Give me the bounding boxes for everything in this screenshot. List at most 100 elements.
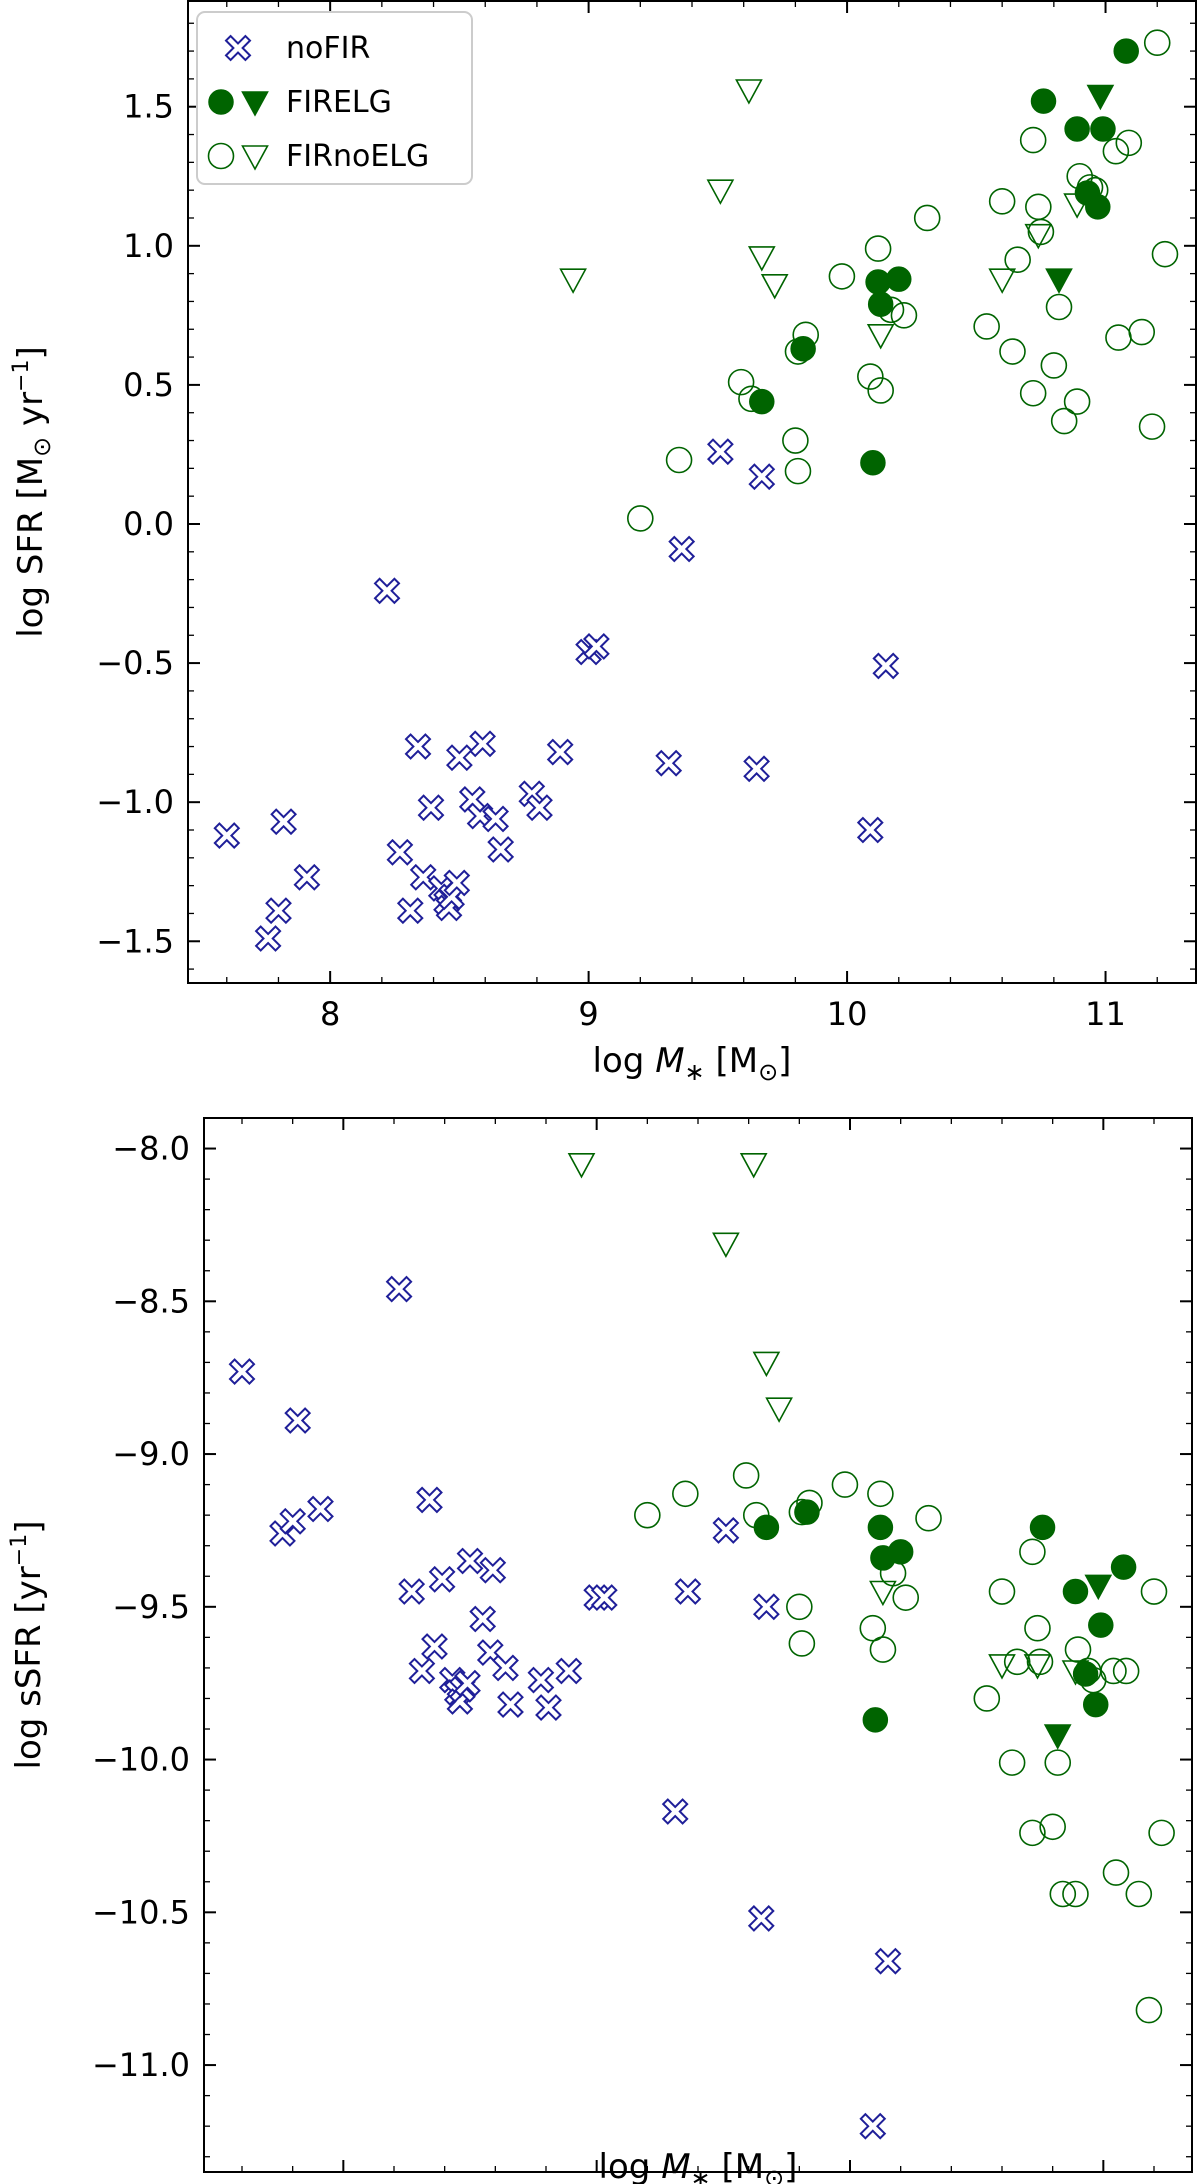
point-nofir-cross-open [469,1605,497,1633]
x-axis-label: log M∗ [M⊙] [599,2147,798,2184]
point-firnoelg-triangle-down-open [1023,1654,1052,1680]
point-firnoelg-circle-open [672,1480,699,1508]
point-firnoelg-triangle-down-open [1024,223,1053,250]
y-tick-label: −9.0 [112,1435,190,1473]
x-axis-label: log M∗ [M⊙] [593,1041,792,1086]
point-firnoelg-circle-open [792,321,820,349]
point-firnoelg-circle-open [1151,240,1179,268]
point-nofir-cross-open [279,1507,307,1535]
point-firnoelg-circle-open [857,363,884,390]
y-tick-label: −1.5 [96,922,174,960]
point-nofir-cross-open [228,1358,256,1386]
point-firnoelg-triangle-down-open [735,79,763,105]
point-firnoelg-circle-open [1039,1813,1066,1841]
point-firnoelg-triangle-down-open [747,246,776,272]
point-nofir-cross-open [487,836,515,863]
point-firnoelg-circle-open [867,377,894,404]
point-firnoelg-circle-open [828,263,856,290]
y-tick-label: 0.0 [123,505,174,543]
point-firnoelg-circle-open [665,446,693,474]
point-firnoelg-circle-open [859,1614,887,1642]
legend: noFIR FIRELG FIRnoELG [196,11,473,185]
point-firelg-circle-filled [886,266,912,292]
point-firnoelg-circle-open [864,235,892,262]
point-nofir-cross-open [582,632,610,660]
point-nofir-cross-open [293,863,321,891]
point-firelg-circle-filled [1064,116,1090,142]
point-firelg-circle-filled [794,1499,820,1525]
y-tick-label: −8.5 [112,1282,190,1320]
point-nofir-cross-open [748,463,776,491]
point-firnoelg-circle-open [1125,1880,1153,1908]
point-firnoelg-circle-open [1112,1657,1140,1685]
sfr-vs-mass-chart: 8 9 10 11 −1.5 −1.0 −0.5 0.0 0.5 1.0 1.5 log M∗ [M… [9,0,1197,1086]
point-nofir-cross-open [421,1633,448,1660]
point-firelg-circle-filled [1062,1578,1089,1605]
point-nofir-cross-open [254,925,282,952]
point-nofir-cross-open [856,816,884,844]
point-nofir-cross-open [270,808,298,836]
y-tick-label: −9.5 [112,1588,190,1626]
point-firnoelg-triangle-down-open [866,323,895,350]
point-firnoelg-circle-open [1025,193,1052,221]
point-firnoelg-circle-open [742,1501,770,1529]
point-nofir-cross-open [668,535,696,563]
point-firnoelg-circle-open [634,1501,661,1529]
point-firnoelg-circle-open [796,1489,823,1517]
point-firnoelg-circle-open [877,296,905,324]
y-tick-label: −0.5 [96,644,174,682]
point-firnoelg-circle-open [1128,318,1156,346]
point-firnoelg-circle-open [788,1498,816,1526]
point-firnoelg-circle-open [1138,413,1166,440]
y-axis-label: log sSFR [yr−1] [7,1521,49,1770]
point-firnoelg-circle-open [999,338,1026,365]
point-firnoelg-circle-open [1027,218,1055,246]
point-firnoelg-circle-open [831,1471,859,1498]
point-firelg-circle-filled [790,335,816,362]
point-nofir-cross-open [265,897,292,925]
y-tick-label: −10.0 [92,1741,190,1779]
point-firnoelg-circle-open [988,1578,1016,1605]
point-firelg-circle-filled [1029,1514,1056,1541]
y-tick-label: −1.0 [96,783,174,821]
y-tick-label: 0.5 [123,366,174,404]
point-firelg-triangle-down-filled [1084,1574,1113,1601]
point-nofir-cross-open [454,1669,481,1697]
point-nofir-cross-open [398,1578,426,1605]
point-firnoelg-circle-open [1148,1819,1175,1847]
data-points [213,29,1179,952]
point-firnoelg-circle-open [1050,407,1078,435]
x-tick-label: 11 [1085,995,1126,1033]
point-firnoelg-triangle-down-open [567,1152,596,1179]
point-nofir-cross-open [859,2112,887,2140]
point-firnoelg-circle-open [998,1749,1026,1776]
point-firnoelg-triangle-down-open [1061,1660,1090,1686]
legend-markers [207,34,269,171]
point-firnoelg-triangle-down-open [712,1232,740,1258]
legend-marker-firelg-circle [208,89,234,115]
point-nofir-cross-open [443,869,471,897]
point-firelg-circle-filled [1088,1612,1114,1638]
point-firelg-circle-filled [1090,116,1116,142]
point-firnoelg-circle-open [738,385,765,413]
point-firnoelg-circle-open [1044,1749,1072,1776]
point-nofir-cross-open [535,1694,562,1722]
point-firnoelg-circle-open [869,1636,897,1663]
legend-marker-nofir [224,34,252,62]
point-nofir-cross-open [661,1798,689,1825]
point-firnoelg-circle-open [1066,162,1093,190]
point-firnoelg-circle-open [784,338,812,365]
point-nofir-cross-open [385,1275,413,1303]
point-firnoelg-triangle-down-open [869,1580,897,1607]
point-nofir-cross-open [706,438,734,466]
x-tick-label: 8 [320,995,340,1033]
point-firnoelg-circle-open [915,1504,942,1532]
point-nofir-cross-open [747,1904,775,1932]
tick-labels: 8 9 10 11 −1.5 −1.0 −0.5 0.0 0.5 1.0 1.5 [96,88,1126,1033]
point-firnoelg-circle-open [1024,1614,1051,1642]
legend-entry-firnoelg: FIRnoELG [286,139,429,174]
point-firnoelg-triangle-down-open [706,179,735,205]
point-firelg-circle-filled [749,388,775,415]
point-nofir-cross-open [743,755,771,783]
